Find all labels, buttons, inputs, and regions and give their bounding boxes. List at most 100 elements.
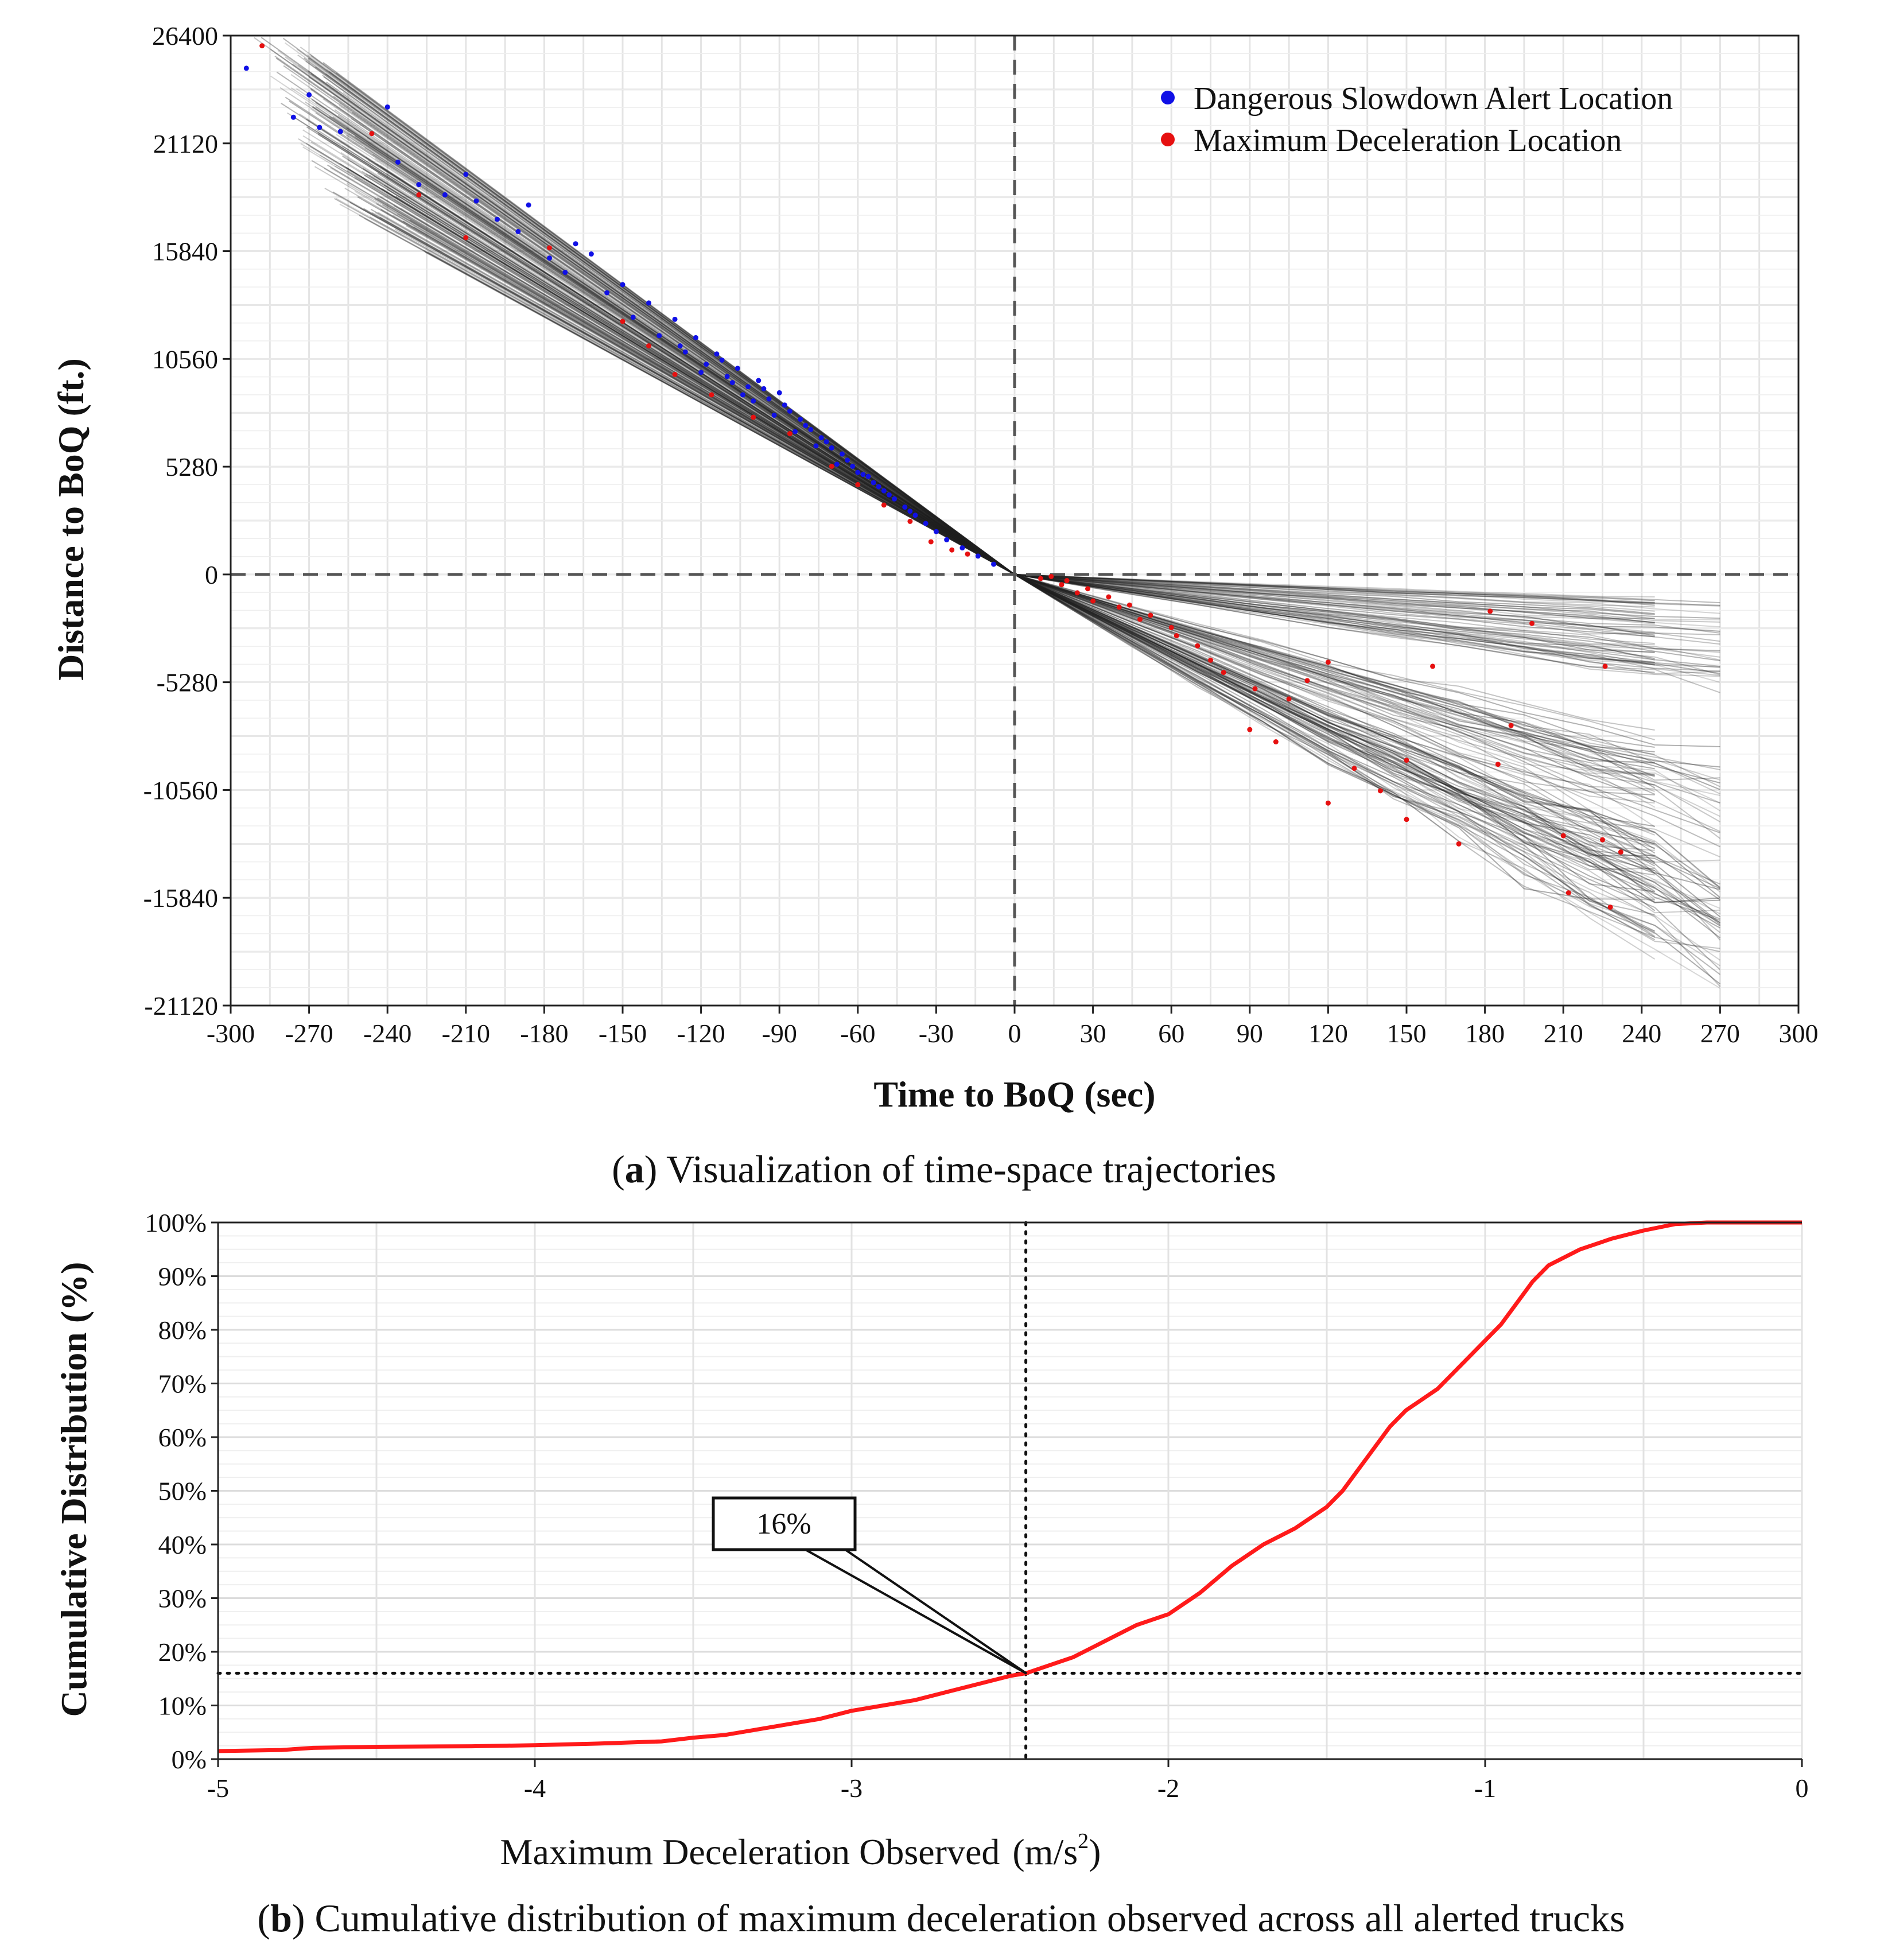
max-decel-point: [1174, 633, 1179, 639]
alert-point: [850, 463, 856, 469]
alert-point: [818, 435, 824, 441]
trajectory-line: [298, 65, 1656, 901]
trajectory-line: [306, 118, 1655, 802]
trajectory-line: [375, 158, 1720, 927]
alert-point: [902, 504, 908, 510]
alert-point: [740, 392, 745, 398]
panel-b-caption: (b) Cumulative distribution of maximum d…: [257, 1896, 1625, 1940]
x-tick-label: 0: [1796, 1773, 1809, 1803]
trajectory-line: [283, 37, 1655, 673]
trajectory-line: [309, 57, 1655, 795]
trajectory-line: [334, 109, 1655, 740]
alert-point: [813, 443, 819, 449]
callout-box: [712, 1496, 857, 1551]
x-tick-label: -90: [762, 1019, 797, 1048]
panel-b-x-unit: (m/s: [1012, 1831, 1078, 1872]
max-decel-point: [1286, 696, 1292, 702]
alert-point: [562, 270, 568, 275]
trajectory-line: [261, 37, 1656, 911]
trajectory-line: [270, 49, 1655, 845]
max-decel-point: [965, 551, 970, 557]
x-tick-label: 180: [1465, 1019, 1505, 1048]
trajectory-line: [306, 54, 1656, 808]
trajectory-line: [394, 228, 1720, 949]
panel-b-x-axis-text: Maximum Deceleration Observed: [500, 1831, 1000, 1872]
max-decel-point: [1404, 758, 1409, 763]
trajectory-line: [300, 143, 1656, 793]
trajectory-line: [285, 96, 1656, 867]
y-tick-label: 100%: [145, 1208, 207, 1237]
alert-point: [933, 529, 939, 534]
max-decel-point: [1064, 578, 1070, 584]
max-decel-point: [1195, 643, 1201, 649]
trajectory-line: [270, 75, 1720, 812]
trajectory-line: [339, 203, 1655, 888]
alert-point: [834, 461, 840, 467]
trajectory-line: [409, 219, 1721, 925]
x-tick-label: -5: [207, 1773, 229, 1803]
y-tick-label: 0%: [172, 1745, 207, 1774]
x-tick-label: 30: [1080, 1019, 1106, 1048]
x-tick-label: -210: [442, 1019, 490, 1048]
y-tick-label: 30%: [158, 1584, 207, 1613]
alert-point: [823, 439, 829, 445]
trajectory-line: [315, 128, 1655, 748]
max-decel-point: [1137, 616, 1143, 622]
max-decel-point: [1508, 723, 1514, 728]
max-decel-point: [1487, 608, 1493, 614]
legend-label-alert: Dangerous Slowdown Alert Location: [1194, 81, 1673, 117]
trajectory-line: [254, 37, 1720, 674]
alert-point: [698, 370, 704, 375]
trajectory-line: [296, 88, 1656, 828]
y-tick-label: 26400: [152, 21, 218, 51]
panel-a-x-ticks: -300 -270 -240 -210 -180 -150 -120 -90 -60 -30 0 30…: [207, 1006, 1819, 1048]
alert-point: [693, 335, 698, 340]
trajectory-line: [413, 226, 1720, 771]
trajectory-line: [304, 57, 1655, 636]
x-tick-label: 0: [1008, 1019, 1021, 1048]
trajectory-line: [317, 132, 1655, 663]
trajectory-line: [324, 188, 1655, 786]
legend-marker-blue: [1161, 91, 1175, 104]
max-decel-point: [787, 430, 793, 436]
trajectory-line: [283, 65, 1655, 776]
max-decel-point: [1607, 905, 1613, 910]
trajectory-line: [427, 251, 1720, 923]
trajectory-line: [374, 197, 1720, 784]
max-decel-point: [1126, 602, 1132, 608]
max-decel-point: [928, 539, 934, 545]
panel-a-points: [243, 43, 1623, 910]
alert-point: [290, 114, 296, 120]
trajectory-line: [386, 173, 1720, 795]
trajectory-line: [312, 106, 1656, 854]
trajectory-line: [308, 57, 1655, 615]
y-tick-label: -10560: [143, 775, 218, 805]
callout-leader-1: [803, 1547, 1027, 1675]
trajectory-line: [274, 55, 1655, 795]
alert-point: [959, 545, 965, 551]
alert-point: [729, 380, 735, 386]
max-decel-point: [1048, 573, 1054, 579]
alert-point: [515, 228, 521, 234]
max-decel-point: [1168, 624, 1174, 630]
legend-marker-red: [1161, 133, 1175, 146]
alert-point: [782, 402, 787, 408]
panel-a-caption-letter: a: [625, 1147, 644, 1191]
alert-point: [855, 469, 861, 475]
max-decel-point: [672, 371, 678, 377]
max-decel-point: [1351, 766, 1357, 771]
alert-point: [771, 412, 777, 418]
trajectory-line: [310, 73, 1655, 638]
alert-point: [839, 451, 845, 457]
panel-b-y-axis-label: Cumulative Distribution (%): [53, 1262, 94, 1717]
y-tick-label: 10%: [158, 1691, 207, 1721]
panel-b-caption-text: ) Cumulative distribution of maximum dec…: [292, 1896, 1625, 1940]
trajectory-line: [292, 115, 1655, 915]
x-tick-label: -60: [840, 1019, 875, 1048]
x-tick-label: -150: [599, 1019, 647, 1048]
trajectory-line: [281, 103, 1721, 923]
alert-point: [646, 300, 652, 306]
max-decel-point: [1430, 663, 1436, 669]
max-decel-point: [1074, 590, 1080, 596]
alert-point: [494, 216, 500, 222]
